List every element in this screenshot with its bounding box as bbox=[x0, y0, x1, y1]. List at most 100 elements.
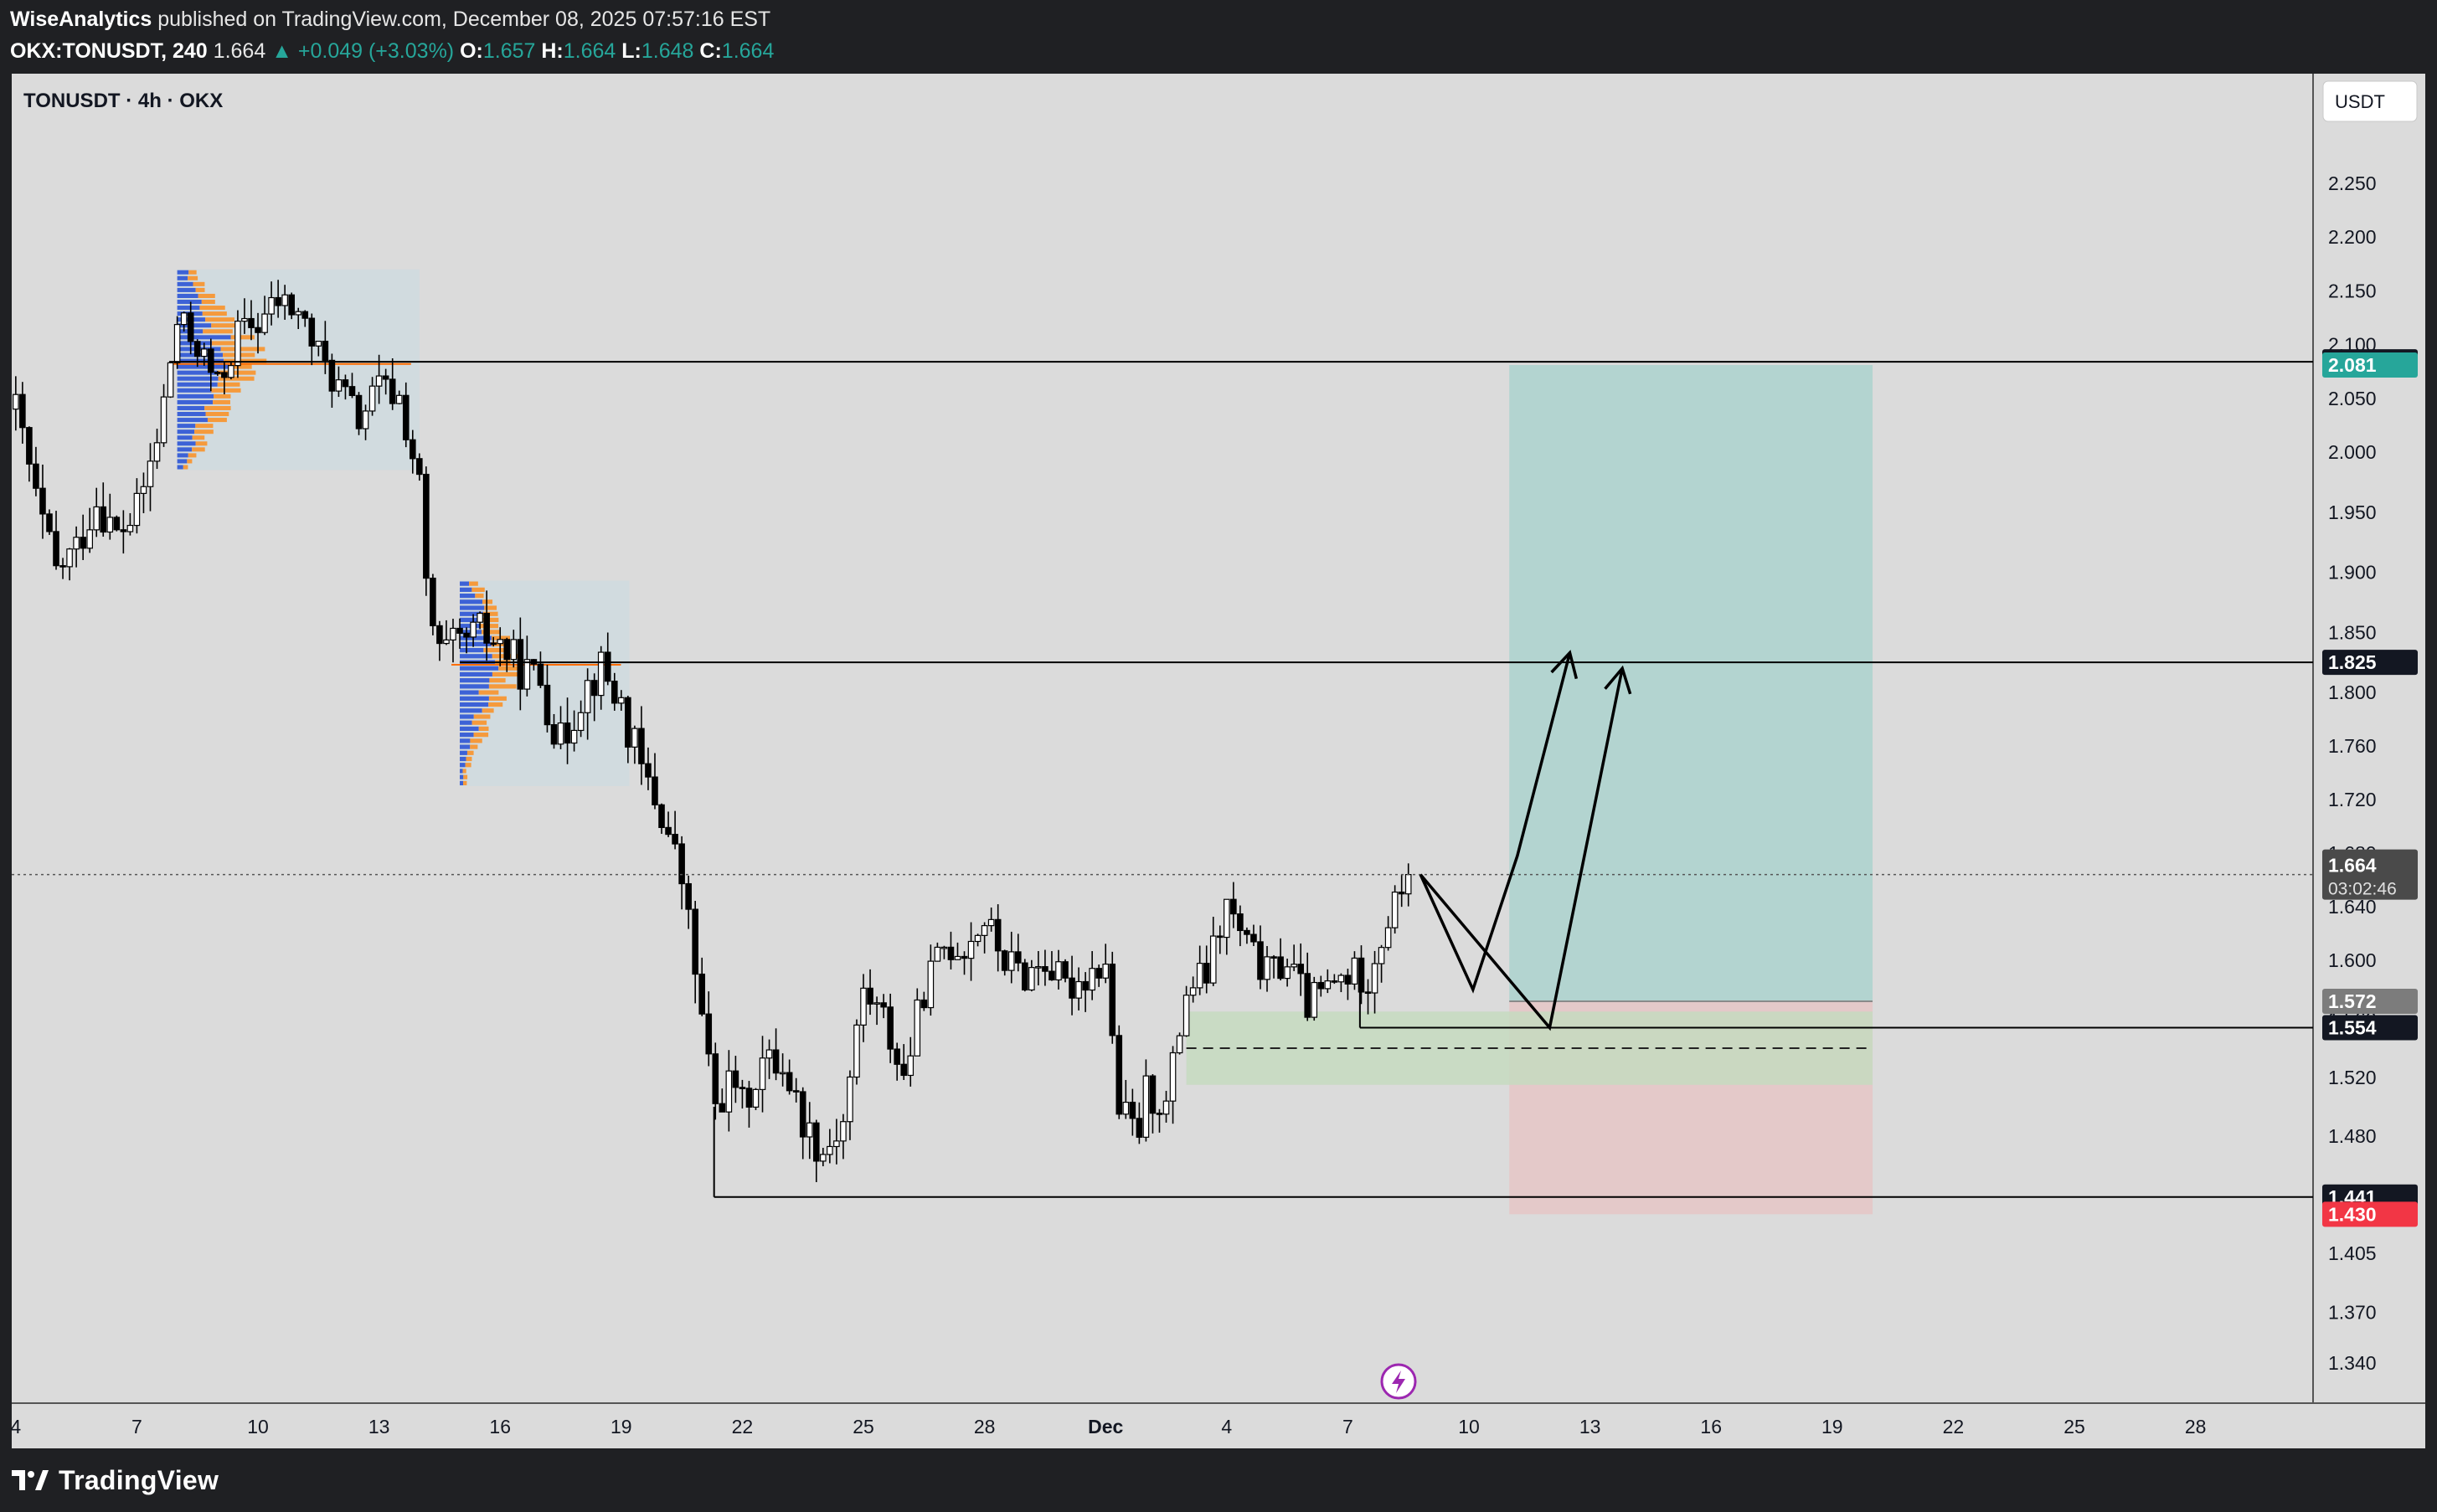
y-tick-label: 1.405 bbox=[2328, 1242, 2377, 1264]
volume-profile-bar-sell bbox=[214, 393, 231, 399]
volume-profile-bar-buy bbox=[460, 581, 470, 586]
author-name[interactable]: WiseAnalytics bbox=[10, 8, 152, 31]
volume-profile-bar-buy bbox=[177, 323, 212, 328]
candle-up bbox=[1391, 891, 1399, 928]
candle-down bbox=[1270, 956, 1277, 959]
volume-profile-bar-sell bbox=[462, 769, 466, 774]
volume-profile-bar-buy bbox=[177, 370, 218, 375]
volume-profile-bar-sell bbox=[466, 756, 472, 762]
volume-profile-bar-sell bbox=[491, 641, 507, 646]
candle-up bbox=[261, 313, 268, 333]
x-tick-label: 28 bbox=[2185, 1416, 2207, 1437]
candle-down bbox=[517, 639, 524, 690]
candle-down bbox=[537, 663, 544, 687]
volume-profile-bar-buy bbox=[177, 424, 196, 429]
volume-profile-bar-sell bbox=[489, 678, 506, 683]
volume-profile-bar-sell bbox=[217, 382, 240, 387]
candle-up bbox=[752, 1088, 760, 1108]
x-tick-label: 22 bbox=[732, 1416, 754, 1437]
candle-down bbox=[645, 763, 652, 778]
volume-profile-bar-sell bbox=[211, 323, 237, 328]
candle-down bbox=[423, 473, 430, 579]
volume-profile-bar-sell bbox=[230, 335, 255, 340]
candle-up bbox=[987, 918, 995, 927]
candle-up bbox=[1371, 963, 1378, 994]
candle-down bbox=[1109, 963, 1116, 1036]
candle-down bbox=[1358, 957, 1365, 993]
candle-up bbox=[1176, 1035, 1183, 1054]
volume-profile-bar-buy bbox=[460, 684, 489, 689]
candle-down bbox=[1129, 1101, 1136, 1119]
volume-profile-bar-sell bbox=[482, 630, 500, 635]
volume-profile-bar-buy bbox=[177, 453, 188, 458]
y-tick-label: 1.480 bbox=[2328, 1125, 2377, 1147]
candle-up bbox=[1351, 957, 1358, 985]
volume-profile-bar-buy bbox=[460, 587, 472, 592]
candle-down bbox=[920, 999, 928, 1009]
volume-profile-bar-buy bbox=[460, 733, 474, 738]
open-value: 1.657 bbox=[482, 39, 536, 63]
volume-profile-bar-sell bbox=[199, 306, 225, 311]
candle-down bbox=[1069, 977, 1075, 999]
candle-down bbox=[214, 372, 221, 374]
volume-profile-bar-sell bbox=[471, 587, 485, 592]
candle-up bbox=[1324, 980, 1332, 990]
volume-profile-bar-buy bbox=[460, 671, 492, 677]
candle-down bbox=[80, 537, 86, 549]
currency-button[interactable] bbox=[2322, 80, 2418, 122]
volume-profile-bar-buy bbox=[460, 611, 483, 616]
candle-up bbox=[914, 999, 921, 1057]
volume-profile-bar-buy bbox=[177, 441, 196, 446]
y-tick-label: 2.200 bbox=[2328, 226, 2377, 248]
volume-profile-bar-buy bbox=[177, 299, 202, 305]
candle-up bbox=[1209, 935, 1217, 984]
volume-profile-bar-buy bbox=[460, 605, 485, 610]
candle-down bbox=[1244, 929, 1250, 935]
candle-down bbox=[1257, 941, 1264, 980]
candle-up bbox=[1224, 898, 1230, 939]
price-change: ▲ +0.049 (+3.03%) bbox=[271, 39, 455, 63]
candle-down bbox=[658, 804, 665, 829]
volume-profile-bar-buy bbox=[177, 411, 206, 417]
volume-profile-bar-buy bbox=[460, 702, 489, 707]
target-zone bbox=[1509, 364, 1873, 1002]
candle-up bbox=[335, 379, 343, 392]
candle-down bbox=[301, 311, 309, 319]
tradingview-logo-icon bbox=[12, 1468, 49, 1492]
volume-profile-bar-buy bbox=[460, 714, 474, 719]
volume-profile-bar-buy bbox=[460, 744, 471, 749]
candle-down bbox=[712, 1053, 719, 1104]
candle-up bbox=[523, 659, 531, 690]
candle-down bbox=[611, 681, 618, 704]
candle-up bbox=[1055, 961, 1062, 981]
candle-up bbox=[1102, 963, 1110, 979]
footer-logo[interactable]: TradingView bbox=[12, 1463, 219, 1497]
candle-up bbox=[450, 627, 456, 640]
volume-profile-bar-sell bbox=[473, 733, 489, 738]
y-tick-label: 2.250 bbox=[2328, 172, 2377, 194]
volume-profile-bar-sell bbox=[194, 429, 214, 435]
volume-profile-bar-sell bbox=[475, 593, 484, 599]
time-scale-background bbox=[12, 1403, 2425, 1448]
close-label: C: bbox=[699, 39, 722, 63]
volume-profile-bar-buy bbox=[460, 696, 489, 701]
candle-up bbox=[1378, 947, 1385, 964]
candle-down bbox=[503, 639, 511, 661]
y-tick-label: 1.370 bbox=[2328, 1302, 2377, 1324]
x-tick-label: 16 bbox=[489, 1416, 511, 1437]
candle-up bbox=[126, 524, 134, 532]
candle-down bbox=[544, 684, 551, 726]
volume-profile-bar-buy bbox=[460, 599, 483, 604]
volume-profile-bar-sell bbox=[469, 581, 478, 586]
volume-profile-bar-sell bbox=[213, 399, 230, 404]
candles-series bbox=[13, 280, 1412, 1183]
candle-down bbox=[187, 312, 194, 342]
volume-profile-bar-buy bbox=[460, 678, 490, 683]
lightning-icon[interactable] bbox=[1380, 1363, 1417, 1400]
volume-profile-bar-buy bbox=[460, 756, 466, 762]
volume-profile-bar-sell bbox=[188, 275, 198, 280]
candle-down bbox=[792, 1090, 800, 1093]
volume-profile-bar-sell bbox=[217, 370, 256, 375]
candle-down bbox=[732, 1070, 739, 1088]
